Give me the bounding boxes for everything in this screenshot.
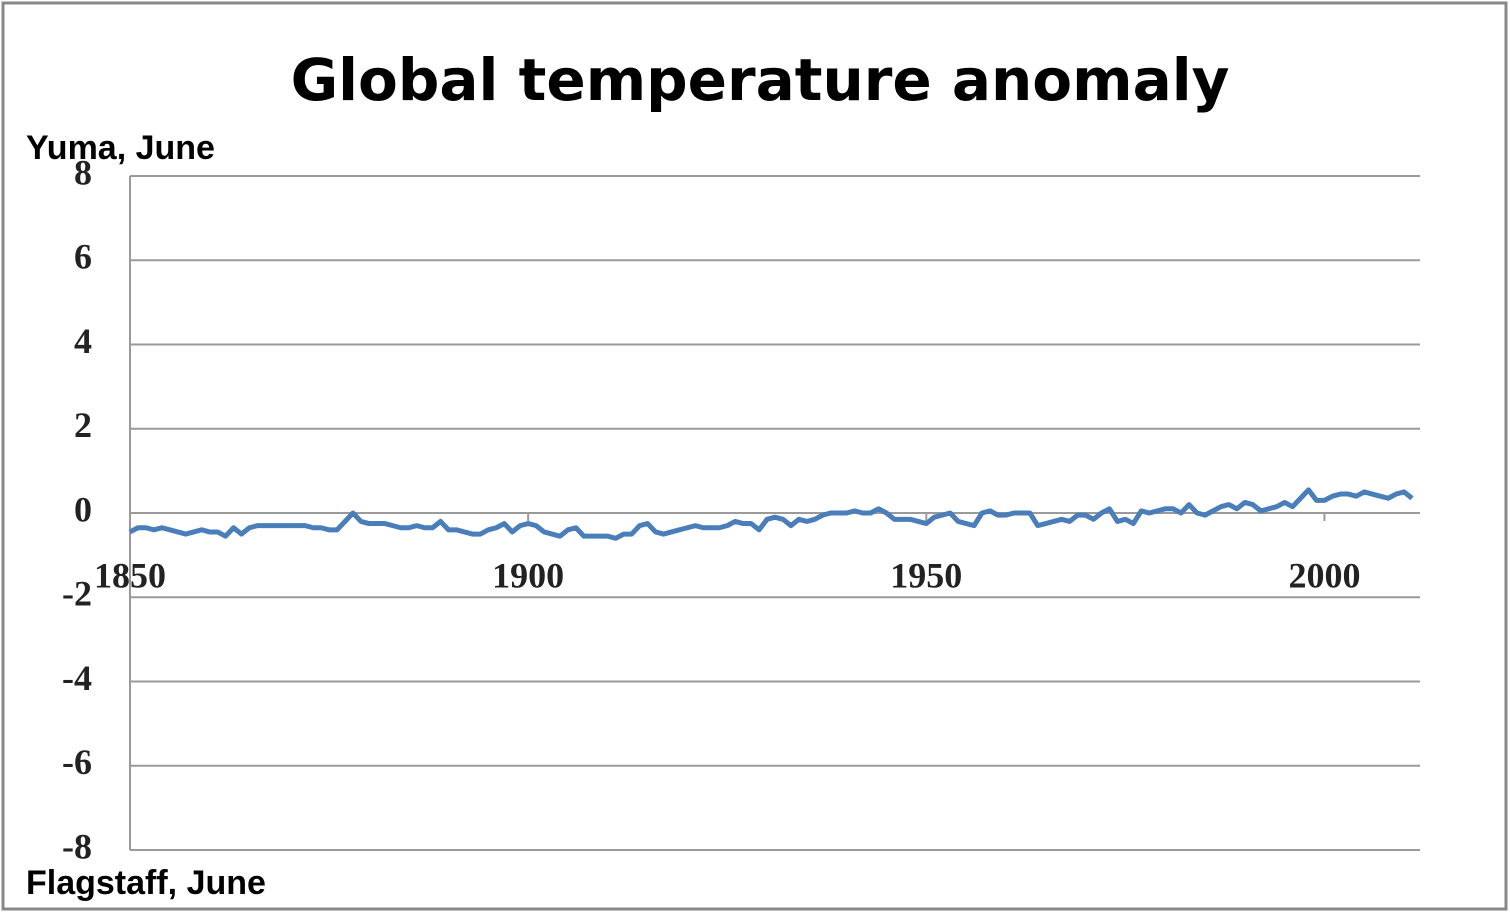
y-tick-label: 8 bbox=[74, 152, 92, 192]
y-tick-label: -2 bbox=[62, 574, 92, 614]
y-tick-label: -4 bbox=[62, 658, 92, 698]
x-tick-label: 1950 bbox=[890, 555, 962, 595]
annotation: Flagstaff, June bbox=[26, 864, 266, 902]
y-tick-label: 0 bbox=[74, 489, 92, 529]
y-tick-label: 2 bbox=[74, 405, 92, 445]
annotation: Yuma, June bbox=[26, 129, 215, 167]
chart-title: Global temperature anomaly bbox=[291, 46, 1230, 114]
y-tick-label: 6 bbox=[74, 237, 92, 277]
x-tick-label: 1900 bbox=[492, 555, 564, 595]
y-tick-label: -6 bbox=[62, 742, 92, 782]
x-tick-label: 1850 bbox=[94, 555, 166, 595]
y-tick-label: 4 bbox=[74, 321, 92, 361]
data-line bbox=[128, 487, 1414, 541]
x-tick-label: 2000 bbox=[1288, 555, 1360, 595]
y-tick-label: -8 bbox=[62, 826, 92, 866]
